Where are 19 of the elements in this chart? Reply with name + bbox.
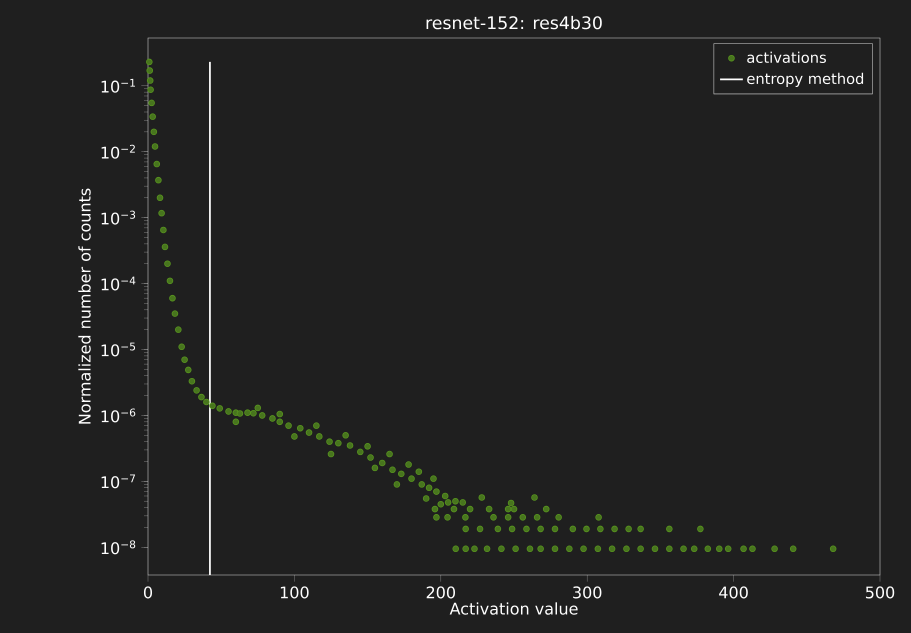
x-tick-label: 200 [426,586,455,598]
y-tick-label: 10$^{−7}$ [102,474,136,488]
x-tick-label: 300 [573,586,602,598]
legend-label: entropy method [747,72,864,87]
y-tick-label: 10$^{−6}$ [102,408,136,422]
y-tick-label: 10$^{−1}$ [102,78,135,93]
y-tick-label: 10$^{−2}$ [102,144,135,159]
y-tick-label: 10$^{−5}$ [102,342,136,356]
chart-title: resnet-152: res4b30 [426,16,602,30]
legend-label: activations [747,52,826,63]
x-tick-label: 100 [280,586,309,598]
x-tick-label: 400 [719,586,748,598]
y-axis-title: Normalized number of counts [78,188,91,424]
x-axis-title: Activation value [450,602,578,615]
y-tick-label: 10$^{−8}$ [102,540,136,554]
x-tick-label: 500 [866,586,894,598]
x-tick-label: 0 [144,586,152,598]
y-tick-label: 10$^{−3}$ [102,210,136,225]
y-tick-label: 10$^{−4}$ [102,276,136,290]
